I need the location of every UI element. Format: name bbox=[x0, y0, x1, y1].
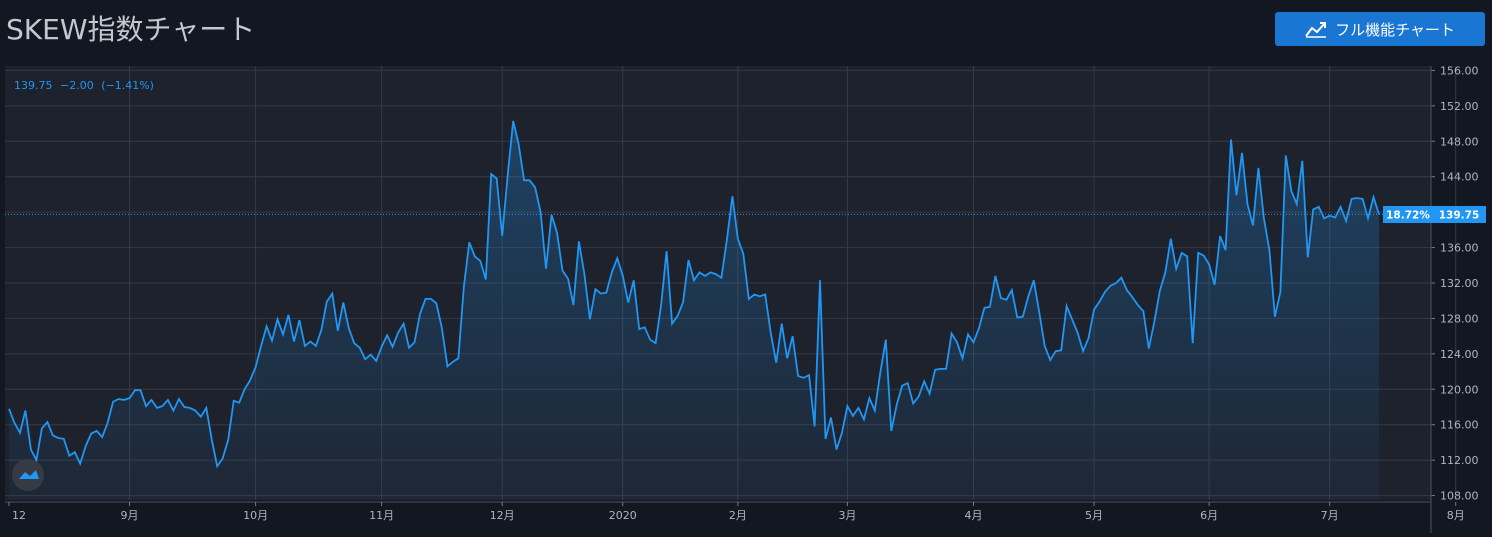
y-tick-label: 148.00 bbox=[1440, 135, 1479, 148]
x-tick-label: 3月 bbox=[838, 509, 856, 522]
x-tick-label: 12月 bbox=[490, 509, 515, 522]
x-tick-label: 2020 bbox=[609, 509, 637, 522]
legend-change-pct: (−1.41%) bbox=[101, 79, 154, 92]
y-tick-label: 144.00 bbox=[1440, 171, 1479, 184]
x-tick-label: 2月 bbox=[729, 509, 747, 522]
tradingview-logo-icon[interactable] bbox=[12, 459, 44, 491]
chart-line-icon bbox=[1305, 22, 1327, 38]
x-tick-label: 12 bbox=[12, 509, 26, 522]
price-label-pct-box bbox=[1383, 206, 1433, 223]
legend-values: 139.75 −2.00 (−1.41%) bbox=[14, 79, 154, 92]
y-tick-label: 152.00 bbox=[1440, 100, 1479, 113]
price-label-value: 139.75 bbox=[1439, 210, 1480, 222]
area-fill bbox=[9, 120, 1379, 501]
price-label-pct: 18.72% bbox=[1386, 210, 1430, 222]
full-chart-button[interactable]: フル機能チャート bbox=[1275, 12, 1485, 46]
x-axis: 12 9月 10月 11月 12月 2020 2月 3月 4月 5月 6月 7月 8月 bbox=[5, 501, 1465, 522]
price-chart[interactable]: 156.00152.00148.00144.00140.00136.00132.… bbox=[5, 64, 1492, 533]
x-tick-label: 8月 bbox=[1447, 509, 1465, 522]
x-tick-label: 11月 bbox=[369, 509, 394, 522]
y-tick-label: 124.00 bbox=[1440, 348, 1479, 361]
y-tick-label: 108.00 bbox=[1440, 490, 1479, 503]
y-tick-label: 116.00 bbox=[1440, 419, 1479, 432]
price-label-value-box bbox=[1433, 206, 1486, 223]
x-tick-label: 4月 bbox=[964, 509, 982, 522]
x-tick-label: 10月 bbox=[243, 509, 268, 522]
price-label: 18.72% 139.75 bbox=[1383, 206, 1486, 223]
y-tick-label: 132.00 bbox=[1440, 277, 1479, 290]
y-tick-label: 128.00 bbox=[1440, 312, 1479, 325]
full-chart-label: フル機能チャート bbox=[1335, 20, 1455, 39]
legend-change: −2.00 bbox=[60, 79, 94, 92]
y-tick-label: 112.00 bbox=[1440, 454, 1479, 467]
y-axis: 156.00152.00148.00144.00140.00136.00132.… bbox=[1430, 64, 1479, 533]
x-tick-label: 7月 bbox=[1321, 509, 1339, 522]
x-tick-label: 9月 bbox=[121, 509, 139, 522]
x-tick-label: 5月 bbox=[1085, 509, 1103, 522]
y-tick-label: 136.00 bbox=[1440, 242, 1479, 255]
y-tick-label: 120.00 bbox=[1440, 383, 1479, 396]
y-tick-label: 156.00 bbox=[1440, 66, 1479, 77]
legend-last: 139.75 bbox=[14, 79, 53, 92]
price-line bbox=[8, 120, 1380, 469]
x-tick-label: 6月 bbox=[1200, 509, 1218, 522]
chart-area[interactable]: 156.00152.00148.00144.00140.00136.00132.… bbox=[5, 64, 1492, 533]
page-title: SKEW指数チャート bbox=[6, 13, 256, 46]
